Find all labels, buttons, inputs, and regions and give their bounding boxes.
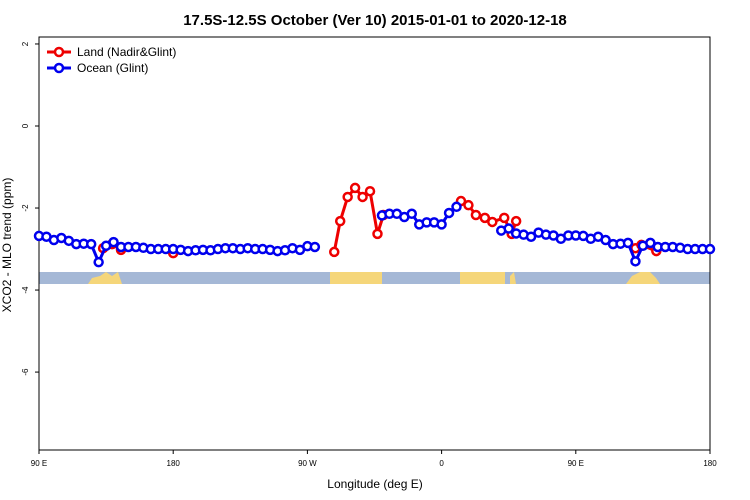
data-point [364, 185, 376, 197]
data-point [334, 215, 346, 227]
y-tick-label: -6 [21, 368, 30, 376]
y-tick-label: 2 [21, 41, 30, 46]
data-point [503, 223, 514, 234]
data-point [342, 191, 353, 203]
data-point [487, 216, 498, 228]
plot-frame [38, 36, 711, 451]
legend-label: Land (Nadir&Glint) [77, 45, 176, 59]
x-tick-label: 90 E [31, 459, 47, 468]
y-tick-label: -2 [21, 204, 30, 212]
data-point [93, 256, 104, 268]
x-tick-label: 0 [439, 459, 444, 468]
data-point [622, 237, 634, 249]
data-point [108, 236, 119, 248]
x-axis-label: Longitude (deg E) [327, 477, 422, 491]
x-tick-label: 180 [703, 459, 717, 468]
legend-marker [53, 46, 65, 58]
y-axis-label: XCO2 - MLO trend (ppm) [0, 178, 14, 313]
data-point [479, 212, 491, 224]
data-point [470, 209, 482, 221]
x-tick-label: 90 W [298, 459, 317, 468]
data-point [372, 228, 383, 240]
data-point [510, 215, 522, 227]
legend-marker [53, 62, 65, 74]
data-point [349, 182, 361, 194]
data-point [328, 246, 340, 258]
data-point [463, 199, 474, 211]
data-point [451, 201, 462, 213]
y-tick-label: 0 [21, 123, 30, 128]
data-point [436, 219, 447, 230]
data-point [443, 207, 455, 219]
land-mask [39, 272, 710, 284]
data-point [309, 241, 321, 253]
data-point [600, 234, 611, 246]
data-point [85, 238, 97, 250]
data-point [406, 208, 418, 220]
data-point [498, 212, 510, 224]
legend-label: Ocean (Glint) [77, 61, 148, 75]
y-tick-label: -4 [21, 286, 30, 294]
data-point [645, 237, 656, 249]
data-point [704, 243, 716, 255]
data-point [525, 231, 537, 242]
x-tick-label: 180 [167, 459, 181, 468]
data-point [630, 256, 641, 267]
x-tick-label: 90 E [568, 459, 584, 468]
chart-title: 17.5S-12.5S October (Ver 10) 2015-01-01 … [183, 12, 567, 29]
data-point [357, 191, 368, 203]
